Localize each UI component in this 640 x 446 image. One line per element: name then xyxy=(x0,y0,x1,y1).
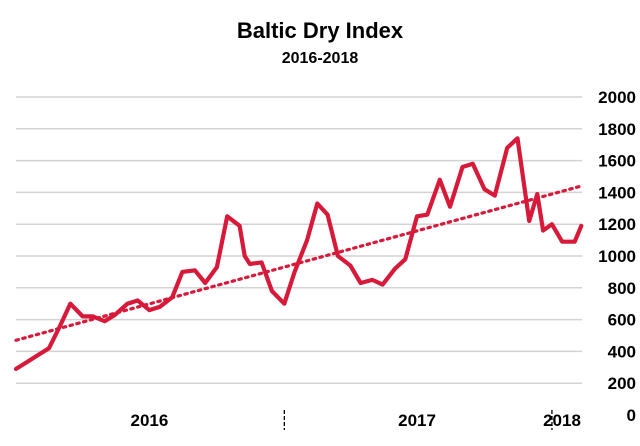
y-tick-label: 1600 xyxy=(598,152,636,171)
y-tick-label: 1400 xyxy=(598,183,636,202)
y-tick-label: 2000 xyxy=(598,88,636,107)
x-axis-ticks: 2016 2017 2018 xyxy=(131,410,581,430)
x-tick-label: 2018 xyxy=(543,411,581,430)
trend-line xyxy=(14,184,583,342)
y-tick-label: 600 xyxy=(608,311,636,330)
y-tick-label: 1800 xyxy=(598,120,636,139)
chart-title: Baltic Dry Index xyxy=(237,18,404,43)
y-tick-label: 1200 xyxy=(598,215,636,234)
grid-lines xyxy=(16,96,582,384)
series-layer xyxy=(13,136,584,371)
y-tick-label: 800 xyxy=(608,279,636,298)
y-tick-label: 400 xyxy=(608,342,636,361)
chart-subtitle: 2016-2018 xyxy=(282,50,359,67)
y-tick-label: 200 xyxy=(608,374,636,393)
series-line xyxy=(13,136,584,371)
y-tick-label: 0 xyxy=(627,406,636,425)
y-tick-label: 1000 xyxy=(598,247,636,266)
x-tick-label: 2016 xyxy=(131,411,169,430)
x-tick-label: 2017 xyxy=(398,411,436,430)
